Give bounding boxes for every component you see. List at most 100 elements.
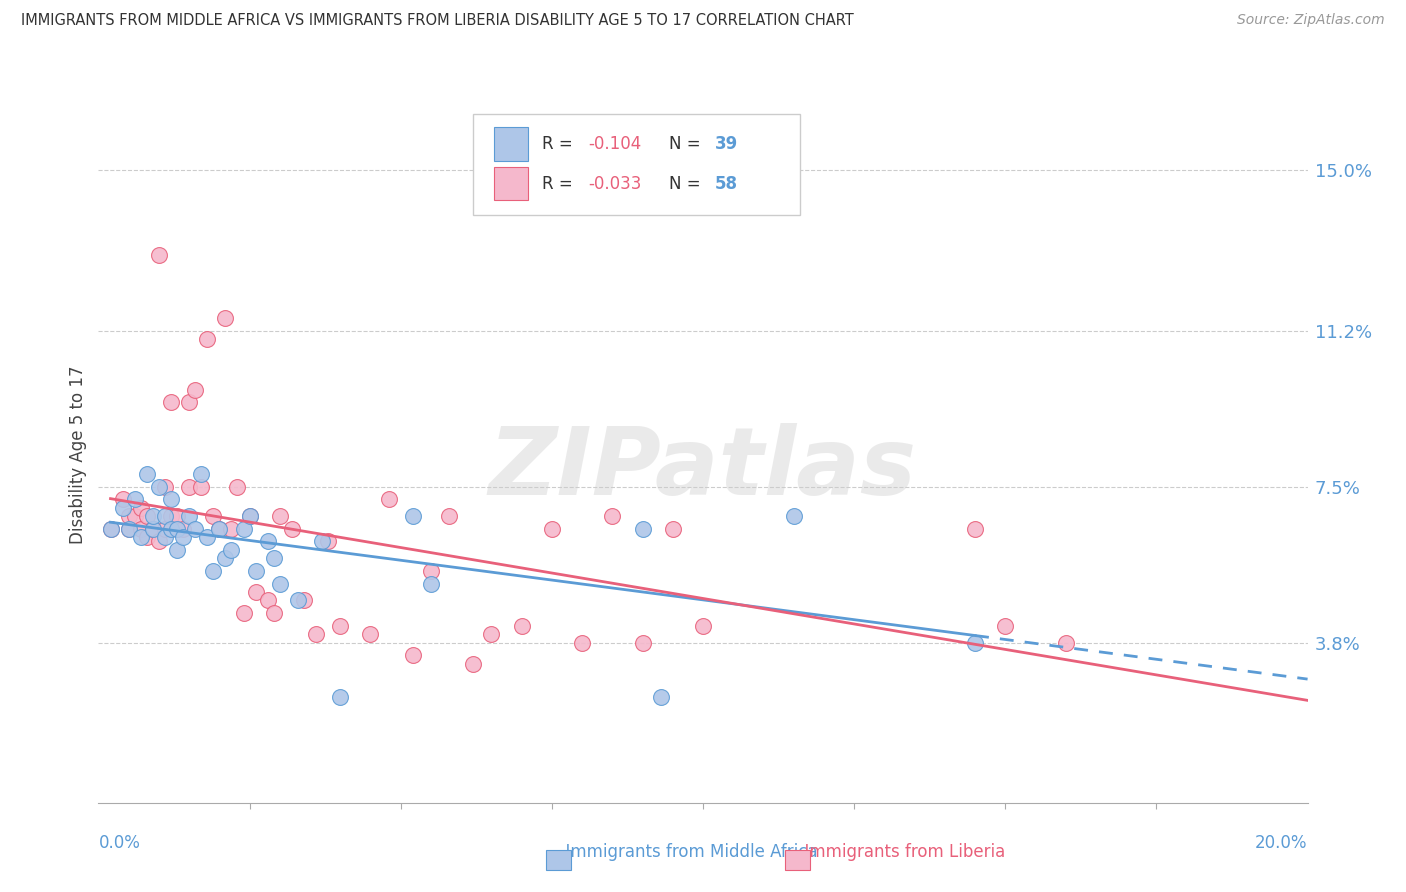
Text: 58: 58 xyxy=(716,175,738,193)
Point xyxy=(111,500,134,515)
Point xyxy=(160,522,183,536)
Point xyxy=(148,534,170,549)
Point xyxy=(153,530,176,544)
Point xyxy=(135,509,157,524)
Y-axis label: Disability Age 5 to 17: Disability Age 5 to 17 xyxy=(69,366,87,544)
FancyBboxPatch shape xyxy=(494,128,527,161)
Point xyxy=(142,509,165,524)
Point xyxy=(232,522,254,536)
Point xyxy=(994,618,1017,632)
Point xyxy=(118,522,141,536)
Point xyxy=(402,509,425,524)
Point xyxy=(153,479,176,493)
Point xyxy=(221,542,243,557)
Point xyxy=(118,509,141,524)
Point xyxy=(208,522,231,536)
Point xyxy=(263,606,285,620)
Point xyxy=(129,530,152,544)
Point xyxy=(179,479,201,493)
Text: 20.0%: 20.0% xyxy=(1256,834,1308,852)
Point xyxy=(118,522,141,536)
Text: 0.0%: 0.0% xyxy=(98,834,141,852)
Point xyxy=(269,576,291,591)
Point xyxy=(281,522,304,536)
Point xyxy=(142,522,165,536)
Point xyxy=(129,522,152,536)
Point xyxy=(540,522,562,536)
Point xyxy=(214,310,236,325)
Point xyxy=(263,551,285,566)
Point xyxy=(965,635,987,649)
Point xyxy=(160,509,183,524)
Text: -0.104: -0.104 xyxy=(588,135,641,153)
Point xyxy=(602,509,624,524)
Point xyxy=(329,690,352,705)
FancyBboxPatch shape xyxy=(494,167,527,201)
Point xyxy=(420,564,443,578)
Point xyxy=(292,593,315,607)
Point xyxy=(100,522,122,536)
Point xyxy=(650,690,672,705)
Point xyxy=(190,479,212,493)
Point xyxy=(965,522,987,536)
Point xyxy=(437,509,460,524)
Point xyxy=(305,627,328,641)
Point xyxy=(166,522,188,536)
Point xyxy=(184,522,207,536)
Point xyxy=(420,576,443,591)
Point xyxy=(208,522,231,536)
Point xyxy=(195,332,218,346)
Point xyxy=(256,534,278,549)
Point xyxy=(195,530,218,544)
Point xyxy=(692,618,714,632)
Point xyxy=(148,247,170,261)
Point xyxy=(402,648,425,663)
Point xyxy=(463,657,485,671)
Point xyxy=(377,492,399,507)
Point xyxy=(214,551,236,566)
Text: 39: 39 xyxy=(716,135,738,153)
Point xyxy=(172,522,194,536)
Point xyxy=(1054,635,1077,649)
Text: ZIPatlas: ZIPatlas xyxy=(489,423,917,515)
Point xyxy=(142,522,165,536)
Point xyxy=(142,522,165,536)
Point xyxy=(311,534,333,549)
Point xyxy=(100,522,122,536)
Point xyxy=(232,606,254,620)
Point xyxy=(124,492,146,507)
Text: Immigrants from Liberia: Immigrants from Liberia xyxy=(794,843,1005,861)
Point xyxy=(148,479,170,493)
Point xyxy=(631,635,654,649)
Point xyxy=(202,509,225,524)
Point xyxy=(571,635,593,649)
Point xyxy=(166,522,188,536)
Point xyxy=(783,509,806,524)
Point xyxy=(287,593,309,607)
Text: Immigrants from Middle Africa: Immigrants from Middle Africa xyxy=(555,843,818,861)
Point xyxy=(269,509,291,524)
Point xyxy=(166,542,188,557)
Text: R =: R = xyxy=(543,135,578,153)
Point xyxy=(135,530,157,544)
Point xyxy=(245,564,267,578)
Text: N =: N = xyxy=(669,135,706,153)
Point xyxy=(510,618,533,632)
Text: -0.033: -0.033 xyxy=(588,175,641,193)
Point xyxy=(662,522,685,536)
Text: Source: ZipAtlas.com: Source: ZipAtlas.com xyxy=(1237,13,1385,28)
Point xyxy=(256,593,278,607)
Point xyxy=(226,479,249,493)
Point xyxy=(153,522,176,536)
Point xyxy=(239,509,262,524)
Point xyxy=(360,627,382,641)
Point xyxy=(245,585,267,599)
Point xyxy=(135,467,157,481)
Point xyxy=(124,509,146,524)
Point xyxy=(316,534,339,549)
Point xyxy=(202,564,225,578)
Point xyxy=(153,509,176,524)
Point xyxy=(160,492,183,507)
Text: N =: N = xyxy=(669,175,706,193)
Point xyxy=(172,530,194,544)
